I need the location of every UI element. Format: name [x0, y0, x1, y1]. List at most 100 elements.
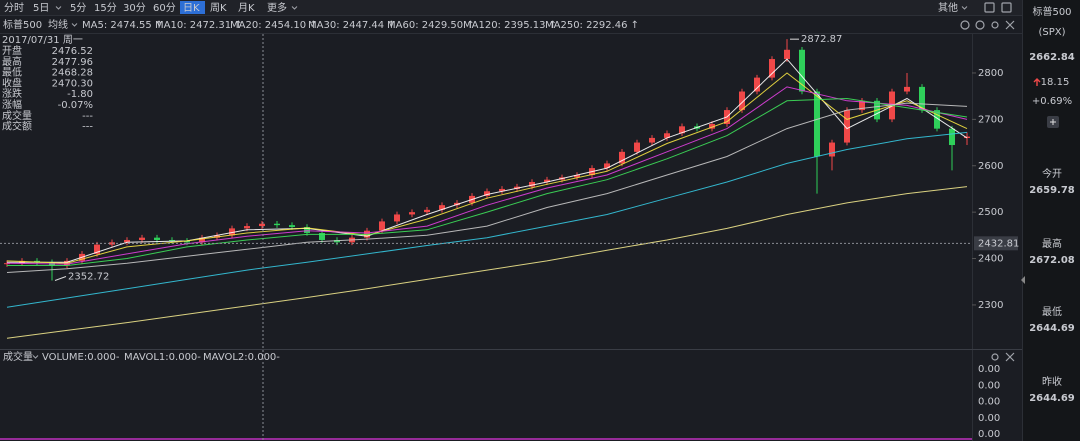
candle-body [394, 214, 400, 222]
candle-body [814, 91, 820, 157]
volume-legend: VOLUME:0.000- [42, 352, 120, 363]
period-tab[interactable]: 分时 [4, 2, 24, 14]
candle-body [529, 181, 535, 187]
candle-body [169, 239, 175, 241]
dropdown-chevron [961, 6, 968, 10]
volume-title[interactable]: 成交量 [3, 350, 33, 363]
candle-body [634, 142, 640, 152]
ma-legend: MA30: 2447.44 ↑ [308, 20, 396, 31]
sidebar-bg [1022, 0, 1080, 441]
high-label: 2872.87 [801, 34, 842, 45]
period-tab[interactable]: 周K [210, 2, 227, 14]
collapse-arrow[interactable] [1021, 276, 1025, 284]
stat-label: 昨收 [1042, 375, 1062, 388]
stat-label: 最高 [1042, 237, 1062, 250]
candle-body [499, 188, 505, 192]
period-tab[interactable]: 60分 [153, 2, 176, 14]
dropdown-chevron [291, 6, 298, 10]
info-label: 成交额 [2, 120, 32, 133]
info-value: -1.80 [67, 89, 93, 100]
sidebar-price: 2662.84 [1029, 52, 1075, 63]
ma-line [6, 131, 968, 308]
y-tick-label: 2800 [978, 68, 1003, 79]
dropdown-chevron [32, 355, 39, 359]
ma-selector[interactable]: 均线 [48, 18, 68, 31]
candle-body [904, 86, 910, 92]
candle-body [424, 209, 430, 213]
y-tick-label: 2600 [978, 161, 1003, 172]
candle-body [274, 223, 280, 226]
candle-body [844, 110, 850, 143]
info-label: 最低 [2, 66, 22, 79]
period-tab[interactable]: 15分 [94, 2, 117, 14]
sidebar-name: 标普500 [1032, 5, 1071, 18]
candle-body [439, 205, 445, 210]
candle-body [949, 128, 955, 146]
ma-legend: MA20: 2454.10 ↑ [230, 20, 318, 31]
ma-legend: MA10: 2472.31 ↑ [155, 20, 243, 31]
crosshair-label: 2432.81 [978, 238, 1019, 249]
info-label: 最高 [2, 55, 22, 68]
y-tick-label: 2300 [978, 300, 1003, 311]
low-label: 2352.72 [68, 271, 109, 282]
info-label: 涨跌 [2, 87, 22, 100]
sidebar-code: (SPX) [1038, 27, 1065, 38]
ma-line [6, 186, 968, 339]
ma-line [6, 86, 968, 265]
info-value: --- [82, 122, 93, 133]
candle-body [304, 226, 310, 234]
candle-body [574, 175, 580, 178]
candle-body [139, 237, 145, 240]
ma-line [7, 58, 968, 263]
candle-body [124, 239, 130, 243]
candle-body [259, 223, 265, 227]
period-tab[interactable]: 更多 [267, 1, 287, 14]
y-tick-label: 2400 [978, 254, 1003, 265]
candle-body [319, 233, 325, 240]
sidebar-change-pct: +0.69% [1032, 96, 1072, 107]
dropdown-chevron [55, 6, 62, 10]
period-tab[interactable]: 月K [238, 2, 255, 14]
other-menu[interactable]: 其他 [938, 1, 958, 14]
period-tab[interactable]: 日K [183, 3, 200, 14]
info-value: 2470.30 [52, 78, 93, 89]
candle-body [649, 137, 655, 143]
candle-body [484, 191, 490, 196]
toolbar-bg [0, 0, 1022, 15]
candle-body [379, 221, 385, 231]
candle-body [154, 237, 160, 240]
ma-legend: MA250: 2292.46 ↑ [545, 20, 639, 31]
period-tab[interactable]: 5日 [33, 3, 49, 14]
candle-body [199, 237, 205, 243]
ma-legend: MA120: 2395.13 ↑ [463, 20, 557, 31]
candle-body [859, 100, 865, 111]
info-value: 2477.96 [52, 57, 93, 68]
volume-axis-label: 0.00 [978, 397, 1000, 408]
candle-body [229, 228, 235, 236]
candle-body [739, 91, 745, 111]
toolbar-icons[interactable] [960, 2, 1015, 362]
period-tab[interactable]: 30分 [123, 2, 146, 14]
candle-body [409, 212, 415, 215]
info-label: 收盘 [2, 76, 22, 89]
candle-body [619, 151, 625, 164]
candle-body [94, 244, 100, 254]
candle-body [709, 124, 715, 129]
candle-body [289, 225, 295, 227]
candle-body [799, 49, 805, 92]
instrument-name: 标普500 [3, 18, 42, 31]
info-label: 涨幅 [2, 98, 22, 111]
info-label: 成交量 [2, 109, 32, 122]
y-tick-label: 2500 [978, 207, 1003, 218]
period-tab[interactable]: 5分 [70, 2, 86, 14]
mavol2-legend: MAVOL2:0.000- [203, 352, 280, 363]
candle-body [934, 110, 940, 129]
info-label: 开盘 [2, 44, 22, 57]
info-value: 2468.28 [52, 68, 93, 79]
stat-label: 最低 [1042, 305, 1062, 318]
volume-axis-label: 0.00 [978, 429, 1000, 440]
candle-body [679, 126, 685, 134]
candle-body [244, 226, 250, 229]
